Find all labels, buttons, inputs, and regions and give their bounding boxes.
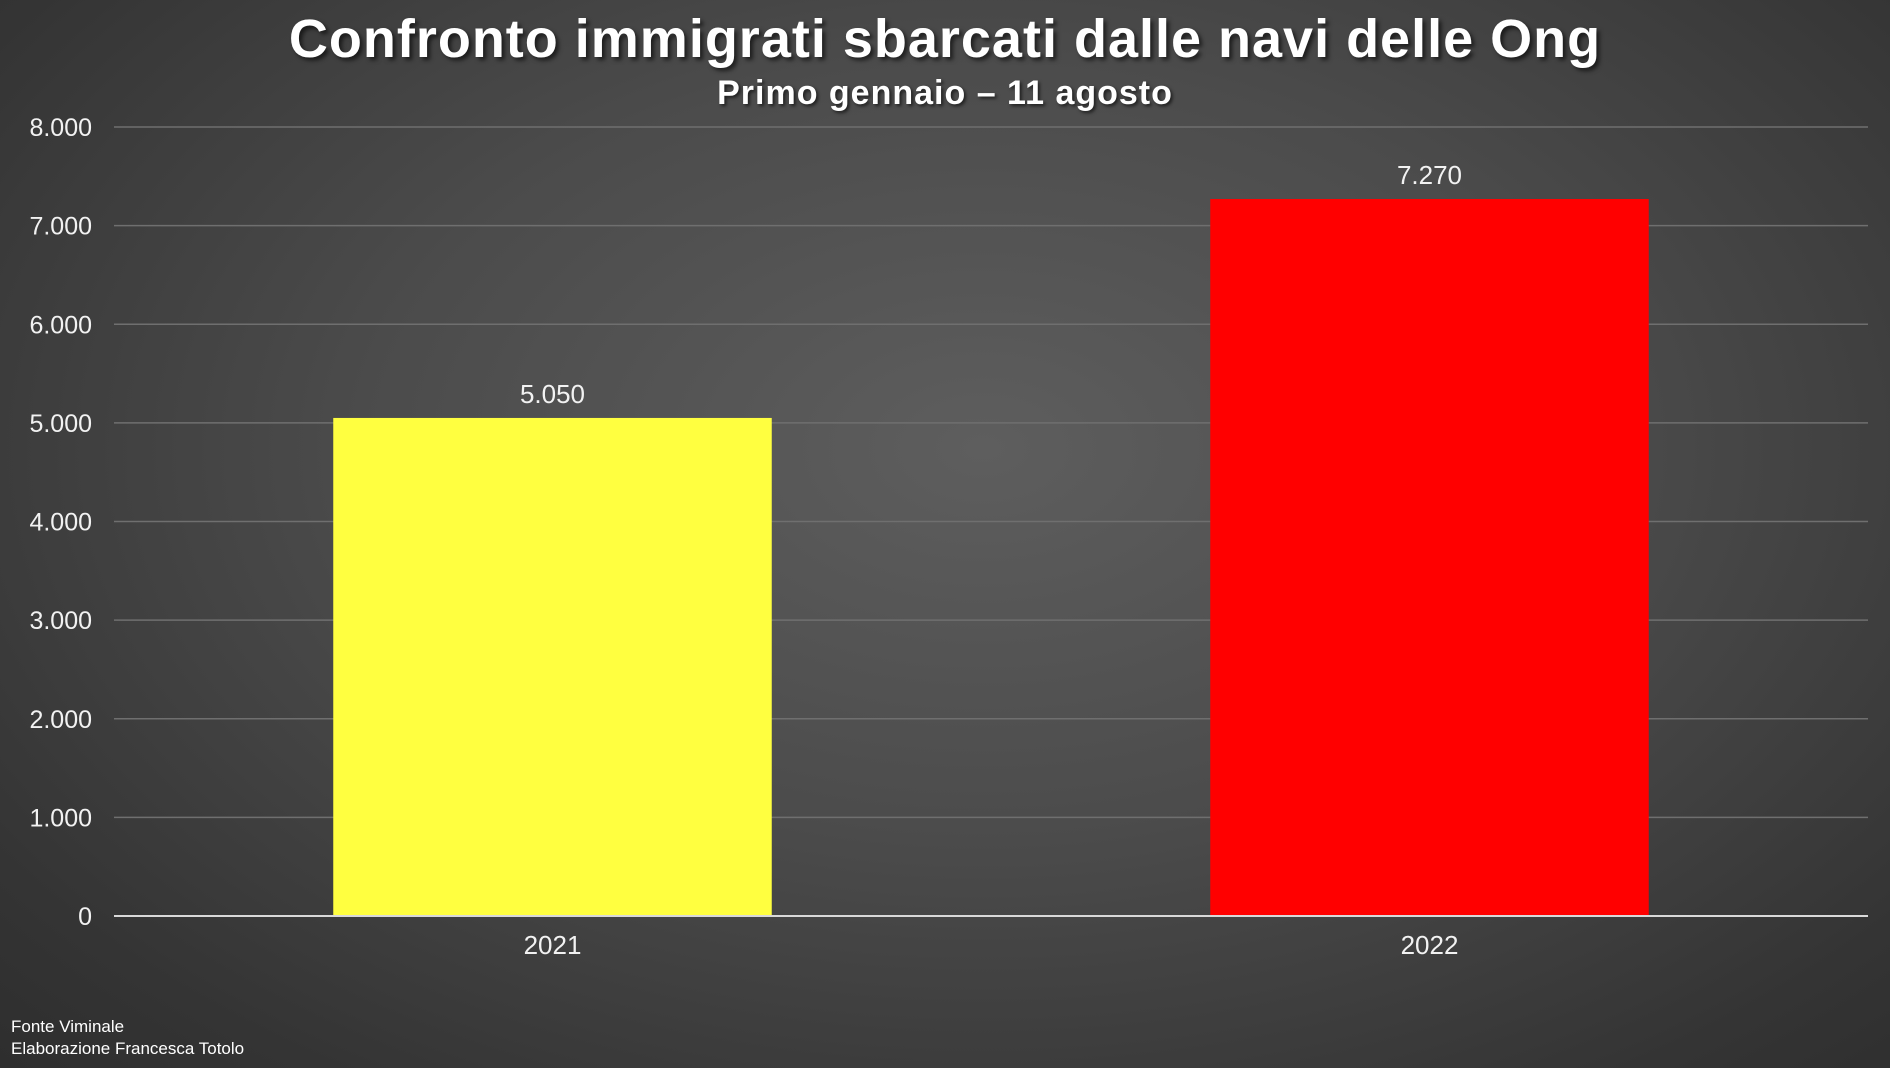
y-tick-label: 5.000 [29,410,92,438]
footer-credit: Elaborazione Francesca Totolo [11,1039,245,1058]
y-tick-label: 3.000 [29,607,92,635]
y-axis-tick-labels: 0 1.000 2.000 3.000 4.000 5.000 6.000 7.000 8.00… [29,114,92,931]
category-label-2022: 2022 [1401,930,1459,960]
bars [333,198,1649,917]
bar-2022 [1210,198,1649,917]
data-labels: 5.050 7.270 [520,160,1462,409]
x-axis-category-labels: 2021 2022 [524,930,1459,960]
bar-2021 [333,417,772,916]
y-tick-label: 0 [78,903,92,931]
chart-title: Confronto immigrati sbarcati dalle navi … [288,9,1602,69]
chart-subtitle: Primo gennaio – 11 agosto [717,74,1173,112]
y-tick-label: 1.000 [29,804,92,832]
footer-source: Fonte Viminale [11,1017,125,1036]
y-tick-label: 2.000 [29,706,92,734]
data-label-2022: 7.270 [1397,160,1462,190]
y-tick-label: 6.000 [29,311,92,339]
y-tick-label: 4.000 [29,509,92,537]
category-label-2021: 2021 [524,930,582,960]
y-tick-label: 7.000 [29,213,92,241]
y-tick-label: 8.000 [29,114,92,142]
data-label-2021: 5.050 [520,379,585,409]
